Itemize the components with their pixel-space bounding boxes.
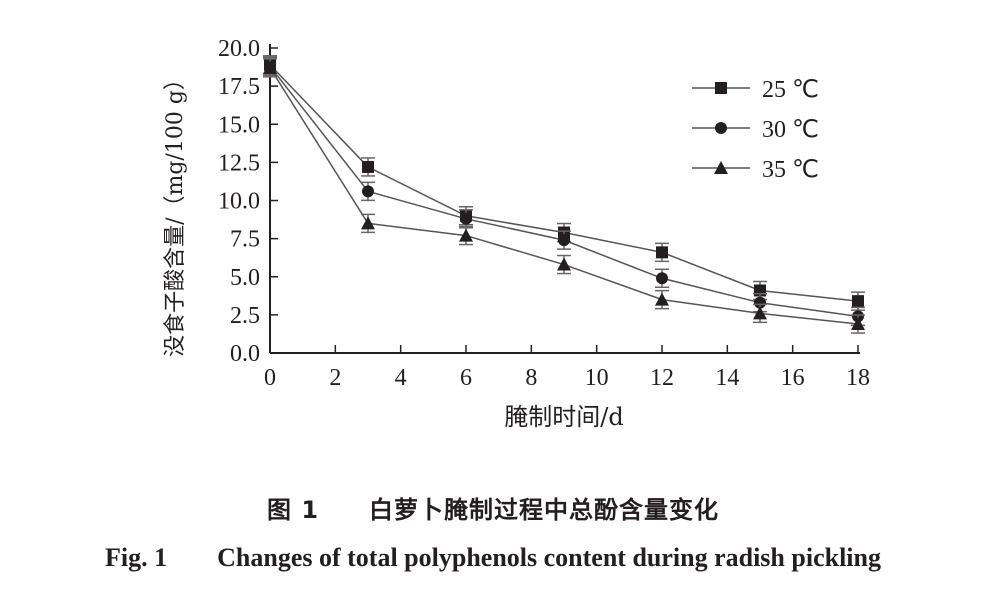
legend-label: 35 ℃	[762, 157, 819, 183]
y-tick-label: 0.0	[230, 341, 260, 367]
data-point-square	[852, 295, 864, 308]
data-point-triangle	[851, 317, 865, 331]
legend-marker-square	[715, 82, 727, 94]
data-point-square	[656, 246, 668, 259]
data-point-square	[362, 160, 374, 173]
caption-en-label: Fig. 1	[105, 543, 168, 572]
series-line-triangle	[269, 67, 859, 325]
caption-english: Fig. 1 Changes of total polyphenols conte…	[0, 543, 986, 573]
x-tick-label: 16	[781, 365, 805, 391]
x-axis-label: 腌制时间/d	[504, 403, 623, 431]
x-tick-label: 2	[329, 365, 341, 391]
x-tick-label: 0	[264, 365, 276, 391]
legend-marker-circle	[715, 122, 727, 134]
y-tick-label: 15.0	[218, 112, 260, 138]
legend-label: 30 ℃	[762, 117, 819, 143]
y-tick-label: 2.5	[230, 303, 260, 329]
data-point-circle	[460, 212, 472, 225]
x-tick-label: 4	[395, 365, 407, 391]
series-line-circle	[269, 65, 859, 318]
legend-marker-triangle	[714, 161, 728, 174]
line-chart: 0 2 4 6 8 10 12 14 16 18 0.0 2.5 5.0 7.5 10.0 12.5 15.0 1…	[163, 36, 870, 431]
y-tick-label: 5.0	[230, 265, 260, 291]
data-point-triangle	[557, 257, 571, 271]
legend-label: 25 ℃	[762, 77, 819, 103]
x-tick-label: 6	[460, 365, 472, 391]
data-point-circle	[558, 234, 570, 247]
data-point-circle	[362, 185, 374, 198]
x-tick-label: 12	[650, 365, 674, 391]
y-tick-label: 12.5	[218, 150, 260, 176]
data-point-triangle	[263, 60, 277, 74]
y-tick-label: 17.5	[218, 74, 260, 100]
data-point-circle	[754, 296, 766, 309]
y-tick-label: 7.5	[230, 227, 260, 253]
y-axis-label: 没食子酸含量/（mg/100 g）	[163, 68, 188, 357]
data-point-triangle	[361, 216, 375, 230]
data-point-circle	[656, 272, 668, 285]
data-point-triangle	[655, 292, 669, 306]
x-tick-label: 14	[715, 365, 739, 391]
caption-cn-text: 白萝卜腌制过程中总酚含量变化	[369, 496, 720, 524]
x-tick-label: 8	[525, 365, 537, 391]
y-tick-label: 10.0	[218, 189, 260, 215]
caption-chinese: 图 1 白萝卜腌制过程中总酚含量变化	[0, 490, 986, 525]
x-tick-label: 10	[585, 365, 609, 391]
data-point-triangle	[459, 228, 473, 242]
x-tick-label: 18	[846, 365, 870, 391]
y-tick-label: 20.0	[218, 36, 260, 62]
caption-cn-label: 图 1	[266, 496, 320, 524]
caption-en-text: Changes of total polyphenols content dur…	[217, 543, 881, 572]
data-point-triangle	[753, 306, 767, 320]
